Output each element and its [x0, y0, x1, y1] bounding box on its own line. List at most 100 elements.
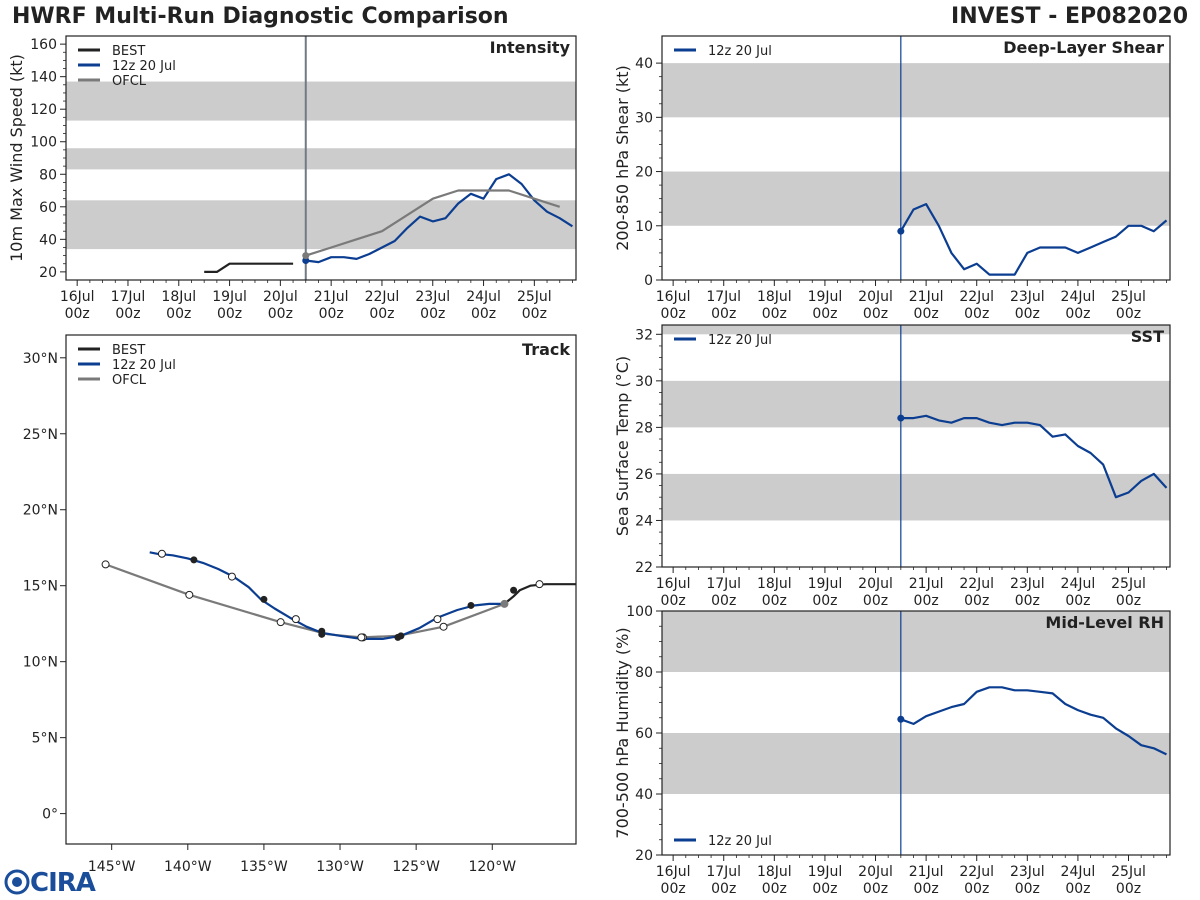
sst-xtick-label-hour: 00z — [914, 593, 939, 609]
shear-xtick-label: 20Jul — [858, 289, 893, 305]
rh-init-point — [897, 715, 905, 723]
rh-xtick-label-hour: 00z — [762, 881, 787, 897]
intensity-ytick-label: 120 — [30, 102, 57, 118]
intensity-xtick-label: 22Jul — [365, 289, 400, 305]
track-marker-open — [276, 618, 285, 627]
intensity-legend-label: OFCL — [112, 74, 147, 89]
sst-xtick-label-hour: 00z — [964, 593, 989, 609]
shear-legend-label: 12z 20 Jul — [708, 44, 772, 59]
rh-xtick-label: 21Jul — [909, 864, 944, 880]
track-ytick-label: 30°N — [23, 351, 58, 367]
sst-band — [662, 325, 1170, 335]
rh-xtick-label-hour: 00z — [914, 881, 939, 897]
track-marker-filled — [318, 630, 326, 638]
intensity-xtick-label-hour: 00z — [65, 306, 90, 322]
sst-ytick-label: 24 — [635, 513, 653, 529]
sst-ytick-label: 26 — [635, 467, 653, 483]
shear-xtick-label-hour: 00z — [762, 306, 787, 322]
cira-logo-icon — [4, 869, 30, 895]
rh-xtick-label-hour: 00z — [661, 881, 686, 897]
sst-xtick-label: 19Jul — [808, 576, 843, 592]
intensity-xtick-label-hour: 00z — [369, 306, 394, 322]
track-xtick-label: 120°W — [468, 859, 516, 875]
track-ytick-label: 15°N — [23, 579, 58, 595]
intensity-band — [66, 200, 576, 250]
sst-xtick-label: 17Jul — [706, 576, 741, 592]
shear-xtick-label-hour: 00z — [914, 306, 939, 322]
intensity-xtick-label-hour: 00z — [420, 306, 445, 322]
intensity-xtick-label-hour: 00z — [471, 306, 496, 322]
intensity-xtick-label-hour: 00z — [319, 306, 344, 322]
shear-xtick-label-hour: 00z — [1015, 306, 1040, 322]
shear-xtick-label: 21Jul — [909, 289, 944, 305]
intensity-ofcl-init-point — [302, 252, 310, 260]
sst-title: SST — [1131, 327, 1164, 346]
rh-xtick-label: 25Jul — [1111, 864, 1146, 880]
track-title: Track — [522, 340, 570, 359]
shear-xtick-label: 24Jul — [1061, 289, 1096, 305]
track-ytick-label: 20°N — [23, 503, 58, 519]
intensity-ytick-label: 20 — [39, 265, 57, 281]
sst-ytick-label: 30 — [635, 374, 653, 390]
track-init-point — [500, 599, 509, 608]
shear-band — [662, 171, 1170, 226]
intensity-xtick-label: 16Jul — [60, 289, 95, 305]
sst-xtick-label: 20Jul — [858, 576, 893, 592]
rh-band — [662, 611, 1170, 672]
sst-ytick-label: 22 — [635, 560, 653, 576]
sst-xtick-label-hour: 00z — [1015, 593, 1040, 609]
track-marker-open — [433, 615, 442, 624]
intensity-xtick-label: 19Jul — [212, 289, 247, 305]
intensity-xtick-label-hour: 00z — [522, 306, 547, 322]
track-ytick-label: 0° — [42, 807, 58, 823]
track-marker-filled — [467, 601, 475, 609]
shear-series-hwrf — [899, 203, 1168, 276]
rh-series-hwrf — [900, 686, 1167, 756]
intensity-xtick-label: 24Jul — [466, 289, 501, 305]
intensity-xtick-label: 21Jul — [314, 289, 349, 305]
track-marker-open — [439, 622, 448, 631]
sst-series-hwrf — [900, 414, 1168, 499]
rh-ytick-label: 20 — [635, 848, 653, 864]
shear-xtick-label: 25Jul — [1111, 289, 1146, 305]
sst-init-point — [897, 414, 905, 422]
sst-legend-label: 12z 20 Jul — [708, 333, 772, 348]
shear-ytick-label: 0 — [644, 273, 653, 289]
shear-title: Deep-Layer Shear — [1003, 38, 1164, 57]
track-marker-filled — [394, 633, 402, 641]
track-xtick-label: 145°W — [88, 859, 136, 875]
sst-xtick-label: 22Jul — [959, 576, 994, 592]
intensity-legend-label: 12z 20 Jul — [112, 59, 176, 74]
shear-xtick-label-hour: 00z — [1065, 306, 1090, 322]
intensity-xtick-label: 18Jul — [161, 289, 196, 305]
rh-ytick-label: 40 — [635, 787, 653, 803]
sst-ytick-label: 28 — [635, 420, 653, 436]
track-marker-open — [227, 572, 236, 581]
sst-xtick-label: 25Jul — [1111, 576, 1146, 592]
sst-ylabel: Sea Surface Temp (°C) — [613, 356, 632, 536]
rh-xtick-label-hour: 00z — [863, 881, 888, 897]
intensity-band — [66, 148, 576, 170]
cira-logo-text: CIRA — [30, 868, 96, 898]
track-marker-open — [291, 615, 300, 624]
sst-xtick-label-hour: 00z — [863, 593, 888, 609]
track-frame — [65, 334, 577, 845]
shear-xtick-label: 22Jul — [959, 289, 994, 305]
rh-ytick-label: 100 — [626, 604, 653, 620]
shear-xtick-label-hour: 00z — [1116, 306, 1141, 322]
rh-band — [662, 733, 1170, 794]
intensity-ytick-label: 60 — [39, 200, 57, 216]
rh-xtick-label-hour: 00z — [711, 881, 736, 897]
shear-ytick-label: 30 — [635, 110, 653, 126]
rh-ytick-label: 80 — [635, 665, 653, 681]
shear-xtick-label-hour: 00z — [863, 306, 888, 322]
rh-ylabel: 700-500 hPa Humidity (%) — [613, 627, 632, 838]
intensity-band — [66, 81, 576, 121]
intensity-ytick-label: 140 — [30, 70, 57, 86]
intensity-xtick-label: 23Jul — [415, 289, 450, 305]
track-xtick-label: 135°W — [240, 859, 288, 875]
intensity-xtick-label: 25Jul — [517, 289, 552, 305]
track-marker-open — [535, 580, 544, 589]
track-xtick-label: 125°W — [392, 859, 440, 875]
track-ytick-label: 5°N — [32, 731, 58, 747]
